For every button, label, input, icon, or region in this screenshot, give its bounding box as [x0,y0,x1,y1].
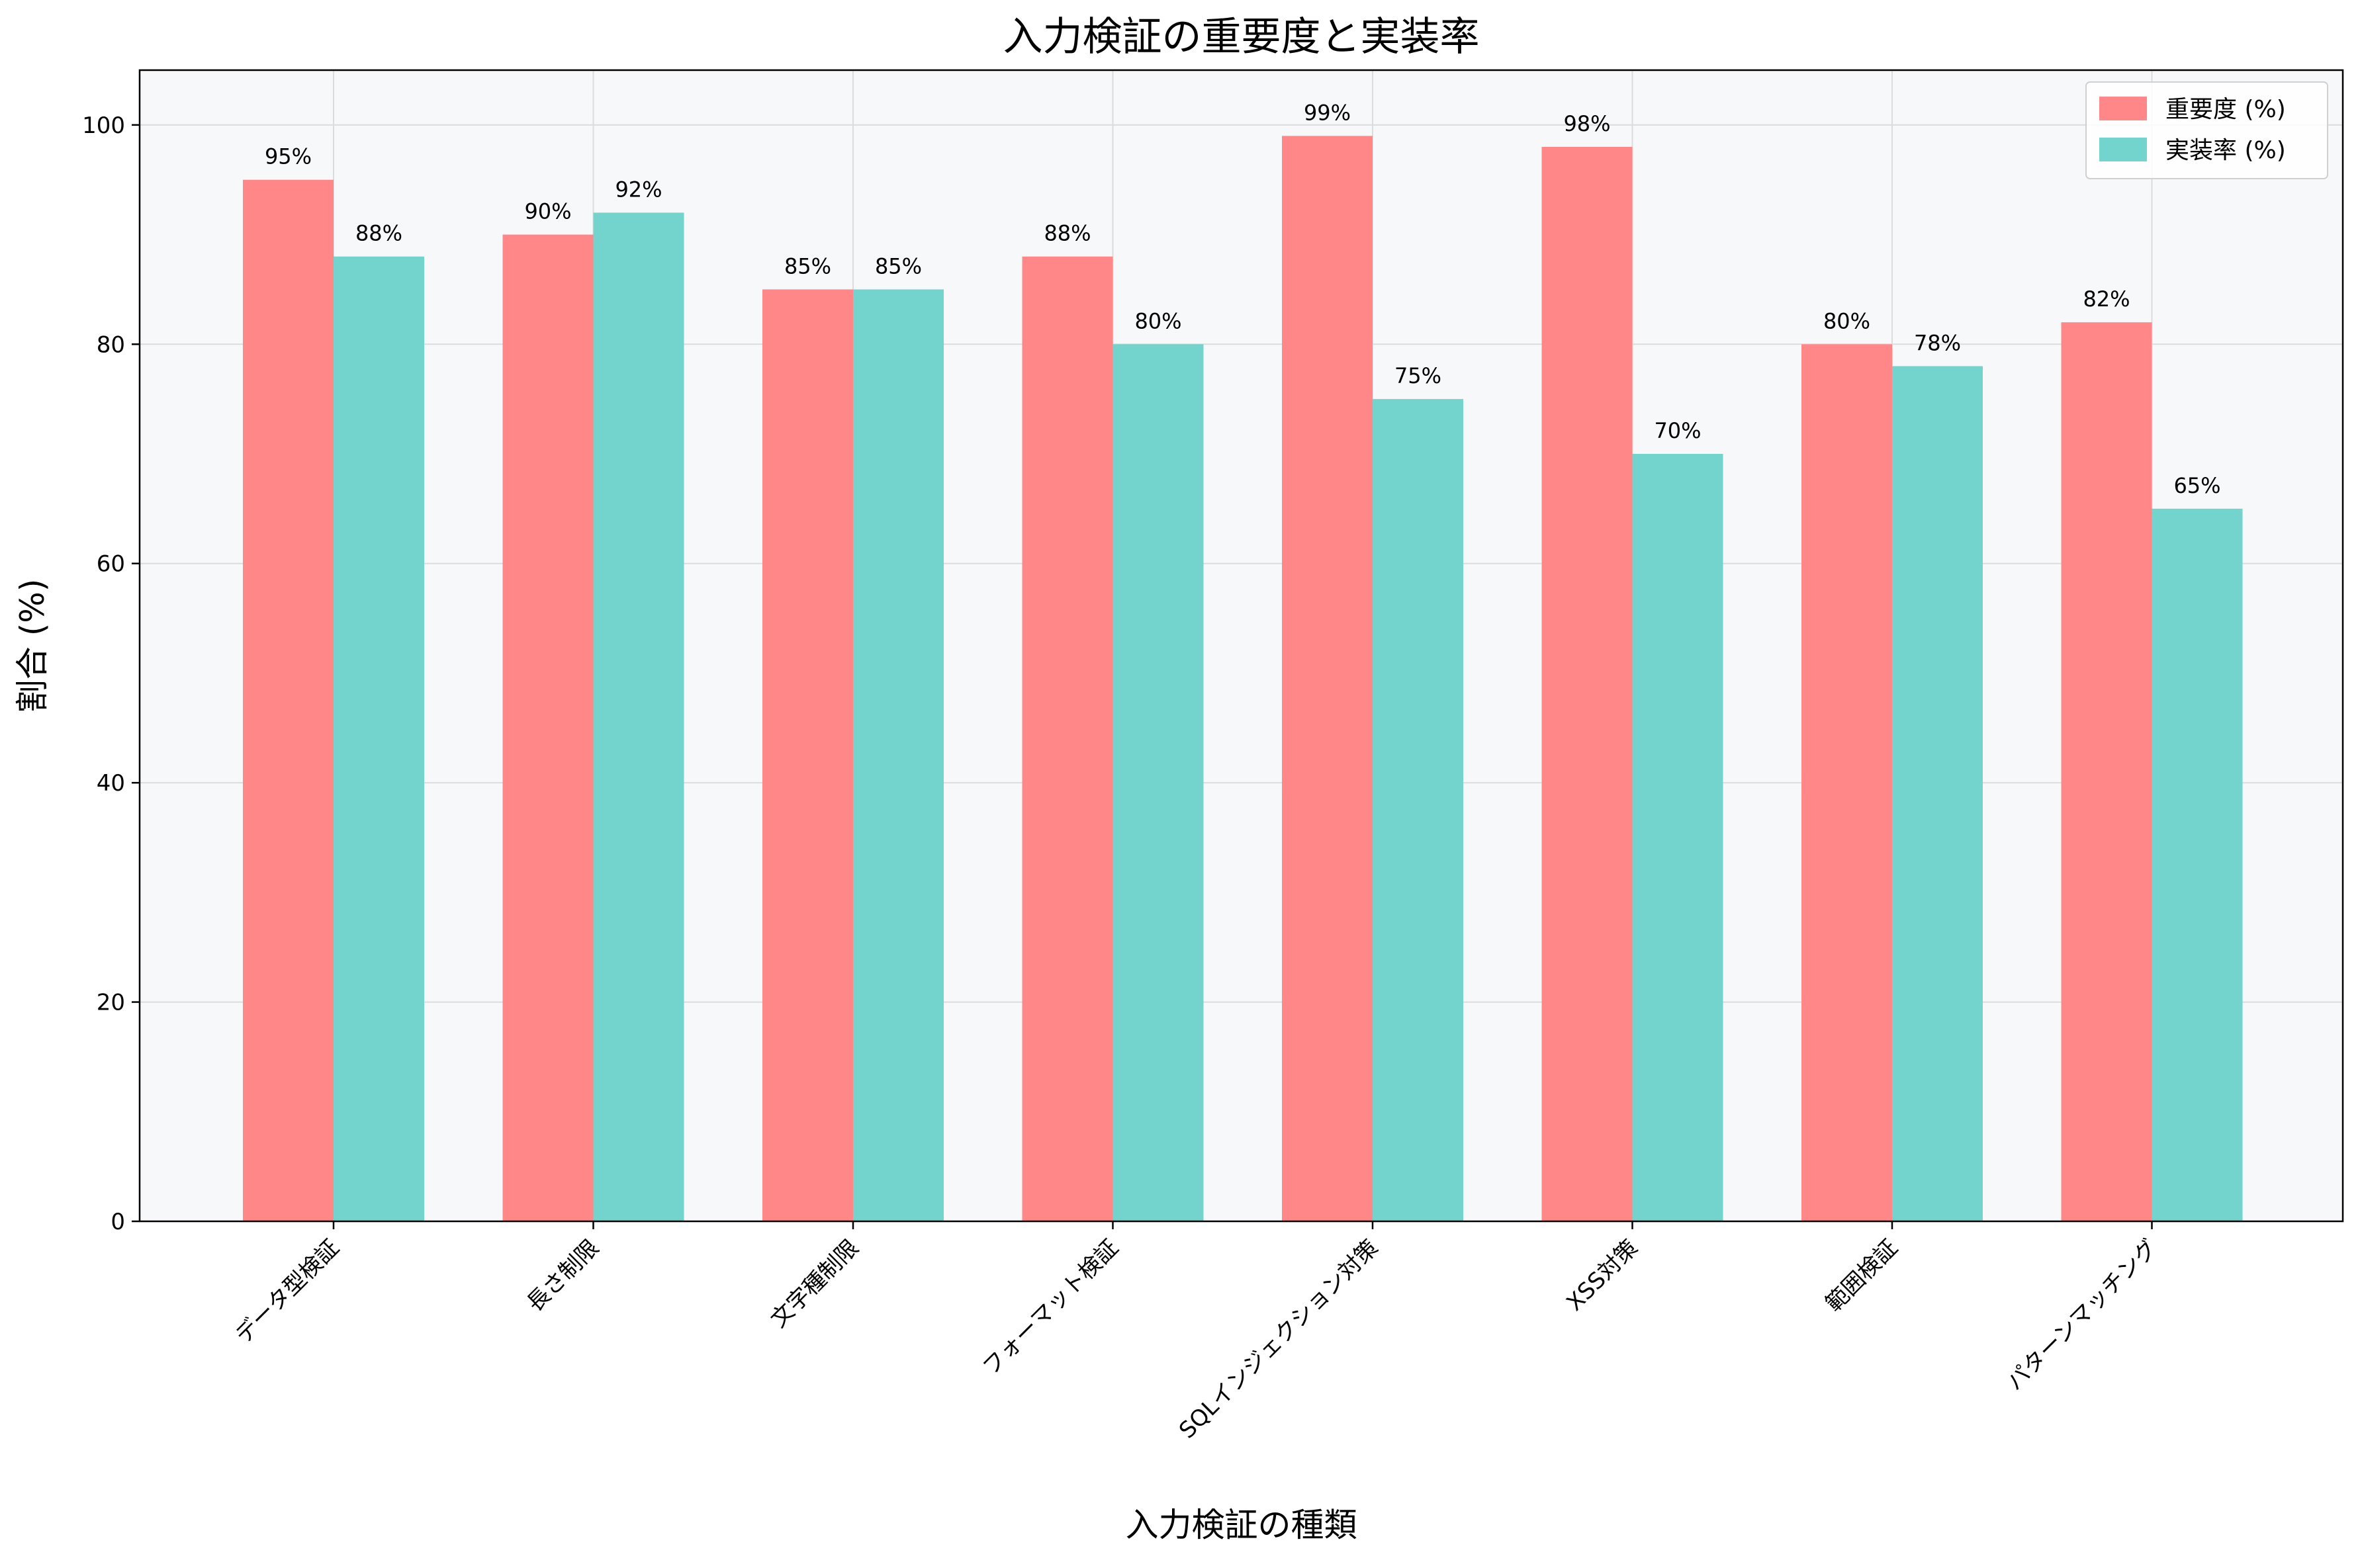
y-tick-label: 40 [97,770,125,797]
legend-swatch [2099,97,2147,120]
data-label: 88% [1044,221,1091,246]
bar-implementation [593,212,684,1221]
bar-implementation [1373,399,1463,1222]
x-tick-label: 範囲検証 [1821,1235,1903,1317]
data-label: 80% [1134,308,1181,333]
bar-importance [1282,136,1373,1221]
data-label: 82% [2083,286,2130,312]
data-label: 90% [524,199,571,224]
y-tick-label: 80 [97,331,125,358]
y-tick-label: 0 [111,1209,125,1235]
data-label: 70% [1654,418,1701,443]
y-tick-label: 60 [97,551,125,578]
data-label: 99% [1304,100,1351,125]
y-tick-label: 100 [82,112,125,139]
bar-importance [1022,256,1113,1221]
x-axis-title: 入力検証の種類 [1126,1506,1357,1544]
bar-implementation [334,256,424,1221]
bar-implementation [1632,454,1723,1221]
x-tick-label: 長さ制限 [522,1235,604,1317]
data-label: 78% [1914,330,1961,355]
bar-importance [1801,344,1892,1222]
bar-importance [502,234,594,1222]
x-tick-label: データ型検証 [230,1235,345,1349]
data-label: 75% [1394,363,1441,388]
legend-label: 重要度 (%) [2165,96,2286,123]
x-tick-label: XSS対策 [1561,1235,1643,1316]
x-tick-label: SQLインジェクション対策 [1174,1235,1383,1444]
data-label: 85% [784,253,831,279]
bar-importance [762,289,853,1221]
data-label: 88% [355,221,402,246]
bar-implementation [1113,344,1204,1222]
bar-implementation [853,289,944,1221]
legend-label: 実装率 (%) [2165,137,2286,164]
data-label: 95% [265,144,312,169]
data-label: 98% [1563,111,1610,136]
bar-implementation [2152,508,2243,1221]
x-tick-label: 文字種制限 [766,1235,864,1332]
x-tick-label: フォーマット検証 [977,1235,1124,1381]
y-tick-label: 20 [97,990,125,1016]
plot-background [140,70,2343,1221]
bar-implementation [1892,366,1983,1221]
chart-title: 入力検証の重要度と実装率 [1003,14,1480,60]
data-label: 85% [875,253,922,279]
data-label: 80% [1823,308,1870,333]
bar-importance [243,179,334,1221]
data-label: 65% [2173,473,2220,498]
bar-importance [2061,322,2152,1222]
plot-frame [138,69,2344,1223]
bar-importance [1541,147,1633,1221]
legend-swatch [2099,138,2147,161]
y-axis-title: 割合 (%) [13,579,52,713]
x-tick-label: パターンマッチング [2001,1235,2162,1395]
data-label: 92% [615,177,662,202]
